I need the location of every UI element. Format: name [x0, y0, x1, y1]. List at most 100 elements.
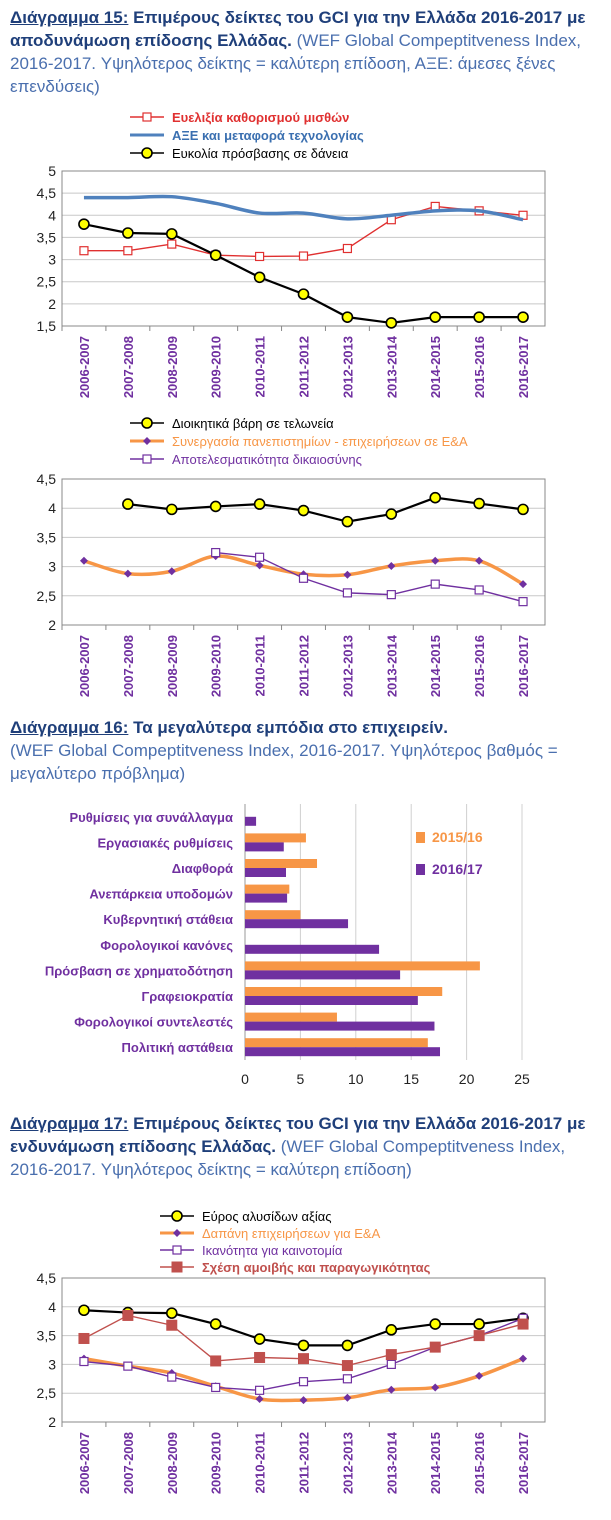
- x-tick-label: 5: [297, 1071, 305, 1087]
- series: [78, 1304, 529, 1352]
- data-point: [123, 246, 133, 256]
- figure-17-caption: Διάγραμμα 17: Επιμέρους δείκτες του GCI …: [10, 1112, 600, 1181]
- category-label: Εργασιακές ρυθμίσεις: [97, 835, 233, 850]
- data-point: [298, 573, 309, 583]
- chart-gci-weakening: Ευελιξία καθορισμού μισθών ΑΞΕ και μεταφο…: [37, 110, 546, 398]
- x-tick-label: 0: [241, 1071, 249, 1087]
- y-tick-label: 4,5: [37, 185, 57, 201]
- x-tick-label: 2009-2010: [209, 336, 224, 398]
- data-point: [385, 508, 398, 520]
- data-point: [166, 1319, 178, 1331]
- data-point: [209, 500, 222, 513]
- data-point: [473, 1318, 485, 1330]
- data-point: [431, 556, 440, 565]
- legend: Διοικητικά βάρη σε τελωνεία Συνεργασία πα…: [130, 416, 468, 467]
- y-tick-label: 2,5: [37, 588, 57, 604]
- data-point: [473, 497, 485, 510]
- y-tick-label: 2,5: [37, 1385, 57, 1401]
- legend-marker: [142, 112, 152, 122]
- y-tick-label: 3: [48, 559, 56, 575]
- data-point: [387, 1385, 396, 1394]
- series-line: [83, 194, 524, 222]
- x-tick-label: 2012-2013: [340, 336, 355, 398]
- data-point: [343, 1393, 352, 1402]
- data-point: [299, 1396, 308, 1405]
- x-tick-label: 2016-2017: [516, 1432, 531, 1494]
- y-tick-label: 3,5: [37, 1328, 57, 1344]
- data-point: [473, 311, 485, 323]
- data-point: [517, 311, 529, 323]
- legend-item: Ευελιξία καθορισμού μισθών: [130, 110, 349, 125]
- y-tick-label: 2: [48, 617, 56, 633]
- y-tick-label: 4: [48, 207, 56, 223]
- data-point: [122, 1309, 134, 1321]
- data-point: [341, 515, 354, 528]
- y-tick-label: 3,5: [37, 529, 57, 545]
- series-line: [127, 496, 524, 523]
- data-point: [79, 1356, 89, 1367]
- data-point: [122, 498, 134, 510]
- data-point: [341, 1339, 354, 1352]
- figure-15-note: (WEF Global Compeptitveness Index, 2016-…: [10, 31, 582, 96]
- data-point: [386, 1359, 396, 1369]
- data-point: [165, 503, 178, 516]
- x-tick-label: 2013-2014: [384, 335, 399, 398]
- data-point: [254, 1385, 265, 1395]
- x-tick-label: 2007-2008: [121, 336, 136, 398]
- figure-16-caption: Διάγραμμα 16: Τα μεγαλύτερα εμπόδια στο …: [10, 716, 600, 785]
- data-point: [429, 1341, 441, 1353]
- legend-marker: [142, 454, 152, 464]
- figure-15-caption: Διάγραμμα 15: Επιμέρους δείκτες του GCI …: [10, 6, 600, 98]
- data-point: [297, 288, 310, 300]
- data-point: [473, 1330, 485, 1342]
- data-point: [123, 569, 132, 578]
- x-axis: 2006-2007 2007-2008 2008-2009 2009-2010 2010…: [61, 625, 531, 697]
- x-tick-label: 25: [514, 1071, 530, 1087]
- legend-item: Σχέση αμοιβής και παραγωγικότητας: [160, 1260, 431, 1275]
- legend-item: Εύρος αλυσίδων αξίας: [160, 1209, 332, 1224]
- x-tick-label: 10: [348, 1071, 364, 1087]
- legend-label: Σχέση αμοιβής και παραγωγικότητας: [202, 1260, 431, 1275]
- x-tick-label: 2006-2007: [77, 1432, 92, 1494]
- x-tick-label: 2009-2010: [209, 1432, 224, 1494]
- x-axis: 2006-2007 2007-2008 2008-2009 2009-2010 2010…: [61, 326, 531, 398]
- x-axis: 0 5 10 15 20 25: [241, 804, 530, 1087]
- bar: [245, 944, 380, 954]
- x-tick-label: 2011-2012: [297, 336, 312, 397]
- legend-marker: [172, 1245, 182, 1255]
- y-tick-label: 3: [48, 252, 56, 268]
- data-point: [429, 1318, 442, 1330]
- data-point: [298, 251, 309, 261]
- data-point: [474, 585, 484, 595]
- figure-15-label: Διάγραμμα 15:: [10, 8, 129, 27]
- data-point: [517, 1318, 529, 1330]
- bar: [245, 919, 349, 929]
- legend-swatch: [416, 864, 425, 875]
- category-label: Γραφειοκρατία: [141, 989, 233, 1004]
- series: [122, 491, 529, 528]
- figure-16-note: (WEF Global Compeptitveness Index, 2016-…: [10, 741, 558, 783]
- y-tick-label: 4,5: [37, 471, 57, 487]
- legend-item: ΑΞΕ και μεταφορά τεχνολογίας: [130, 128, 364, 143]
- bar: [245, 833, 306, 843]
- data-point: [342, 243, 353, 254]
- figure-16-label: Διάγραμμα 16:: [10, 718, 129, 737]
- data-point: [475, 1371, 484, 1380]
- series-line: [83, 223, 524, 325]
- x-tick-label: 2007-2008: [121, 635, 136, 697]
- x-tick-label: 2014-2015: [428, 336, 443, 398]
- data-point: [79, 246, 89, 256]
- data-point: [387, 562, 396, 571]
- legend-item: Ικανότητα για καινοτομία: [160, 1243, 343, 1258]
- x-tick-label: 2013-2014: [384, 634, 399, 697]
- bar: [245, 1047, 441, 1057]
- legend-item: 2015/16: [416, 829, 483, 845]
- category-label: Κυβερνητική στάθεια: [103, 912, 233, 927]
- bar: [245, 996, 418, 1005]
- bar: [245, 859, 318, 868]
- data-point: [430, 579, 440, 589]
- data-point: [385, 1349, 397, 1361]
- category-label: Πρόσβαση σε χρηματοδότηση: [45, 963, 233, 978]
- x-tick-label: 2006-2007: [77, 635, 92, 697]
- x-tick-label: 2011-2012: [297, 635, 312, 696]
